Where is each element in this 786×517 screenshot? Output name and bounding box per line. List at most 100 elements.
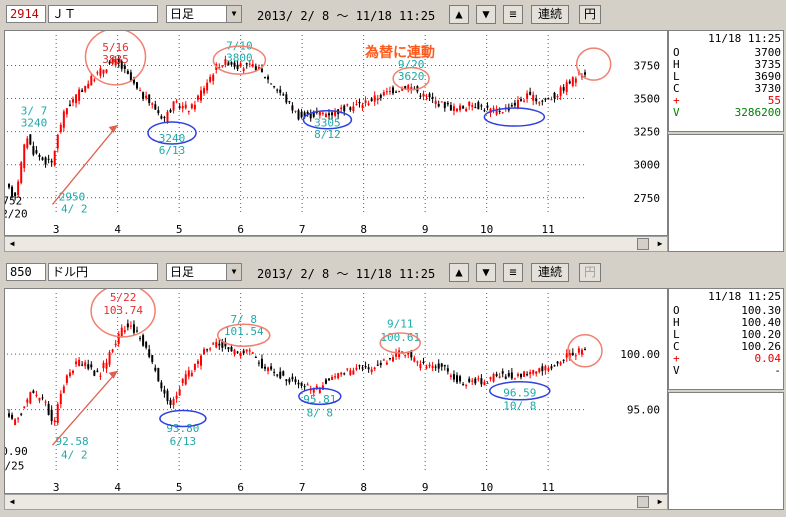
candle-body	[392, 87, 394, 94]
candle-body	[474, 378, 477, 384]
candle-body	[96, 370, 99, 372]
candle-body	[196, 360, 199, 364]
menu-button[interactable]: ≡	[503, 5, 523, 24]
candle-body	[495, 373, 498, 376]
candle-body	[291, 105, 294, 111]
scrollbar-thumb[interactable]	[637, 238, 649, 250]
scroll-right-icon[interactable]: ▶	[657, 497, 663, 506]
scroll-up-button[interactable]: ▲	[449, 5, 469, 24]
symbol-name-field[interactable]: ＪＴ	[48, 5, 158, 23]
toolbar: 2914 ＪＴ 日足 ▼ 2013/ 2/ 8 ～ 11/18 11:25 ▲ …	[0, 0, 786, 28]
symbol-name-field[interactable]: ドル円	[48, 263, 158, 281]
candle-body	[492, 374, 495, 382]
x-tick-label: 11	[542, 481, 555, 493]
highlight-ellipse-blue	[147, 121, 197, 145]
chart-area[interactable]: 2750 3000 3250 3500 3750 3 4 5 6 7 8 9 10 11 27522/20 2…	[0, 28, 668, 236]
scroll-left-icon[interactable]: ◀	[9, 239, 15, 248]
candle-body	[157, 110, 160, 114]
scroll-right-icon[interactable]: ▶	[657, 239, 663, 248]
candle-body	[294, 110, 297, 112]
ohlc-row: V-	[673, 364, 781, 377]
menu-button[interactable]: ≡	[503, 263, 523, 282]
ohlc-datetime: 11/18 11:25	[708, 290, 781, 303]
price-annotation: 6/13	[159, 144, 186, 157]
horizontal-scrollbar[interactable]: ◀ ▶	[4, 494, 668, 510]
candle-body	[388, 358, 391, 360]
candle-body	[574, 78, 577, 83]
candle-body	[328, 378, 330, 381]
candle-body	[175, 101, 178, 103]
candle-body	[382, 359, 385, 361]
candle-body	[120, 61, 123, 69]
candle-body	[23, 144, 26, 169]
scroll-down-button[interactable]: ▼	[476, 5, 496, 24]
candle-body	[270, 83, 273, 85]
candle-body	[257, 362, 260, 364]
candle-body	[120, 327, 123, 337]
candle-body	[291, 376, 294, 380]
candle-body	[303, 386, 306, 388]
candle-body	[93, 79, 96, 81]
candle-body	[544, 98, 547, 100]
candle-body	[553, 365, 556, 367]
candle-body	[102, 362, 105, 369]
candle-body	[181, 378, 184, 384]
candle-body	[154, 104, 157, 110]
candle-body	[526, 93, 529, 99]
candle-body	[516, 100, 519, 108]
ohlc-row: L 100.20	[673, 328, 781, 341]
chevron-down-icon[interactable]: ▼	[226, 264, 241, 280]
candle-body	[47, 403, 50, 415]
candlestick-chart-usdjpy: 95.00 100.00 3 4 5 6 7 8 9 10 11 90.90 2/25 92.584/ 2…	[0, 284, 660, 494]
candle-body	[285, 94, 288, 103]
candle-body	[276, 89, 279, 91]
candle-body	[248, 350, 251, 352]
x-tick-label: 4	[114, 223, 121, 235]
symbol-code-field[interactable]: 2914	[6, 5, 46, 23]
yen-button[interactable]: 円	[579, 263, 601, 282]
continuous-button[interactable]: 連続	[531, 263, 569, 282]
yen-button[interactable]: 円	[579, 5, 601, 24]
highlight-ellipse-blue	[483, 107, 546, 127]
period-label: 日足	[170, 265, 195, 279]
candle-body	[227, 62, 230, 66]
candle-body	[501, 112, 504, 114]
candle-body	[504, 376, 507, 379]
scrollbar-thumb[interactable]	[637, 496, 649, 508]
candle-body	[550, 366, 553, 369]
candle-body	[410, 87, 413, 90]
chevron-down-icon[interactable]: ▼	[226, 6, 241, 22]
candle-body	[468, 378, 471, 382]
scroll-up-button[interactable]: ▲	[449, 263, 469, 282]
x-tick-label: 7	[299, 223, 306, 235]
period-select[interactable]: 日足 ▼	[166, 5, 242, 23]
candle-body	[11, 414, 14, 419]
candle-body	[376, 98, 379, 101]
candle-body	[584, 72, 586, 75]
horizontal-scrollbar[interactable]: ◀ ▶	[4, 236, 668, 252]
price-annotation: 6/13	[170, 435, 197, 448]
candle-body	[364, 100, 367, 103]
highlight-ellipse-red	[212, 45, 267, 75]
candle-body	[53, 151, 56, 166]
candle-body	[178, 389, 181, 396]
x-tick-label: 5	[176, 481, 183, 493]
candle-body	[142, 92, 145, 99]
highlight-ellipse-blue	[159, 409, 207, 428]
scroll-down-button[interactable]: ▼	[476, 263, 496, 282]
candle-body	[309, 113, 312, 119]
period-select[interactable]: 日足 ▼	[166, 263, 242, 281]
candle-body	[404, 354, 407, 356]
continuous-button[interactable]: 連続	[531, 5, 569, 24]
candle-body	[154, 367, 157, 371]
candle-body	[462, 384, 465, 386]
scroll-left-icon[interactable]: ◀	[9, 497, 15, 506]
candle-body	[44, 157, 47, 165]
symbol-code-field[interactable]: 850	[6, 263, 46, 281]
price-annotation: 95.81	[303, 393, 336, 406]
candle-body	[507, 372, 510, 377]
candle-body	[178, 106, 181, 108]
candle-body	[242, 68, 245, 71]
candle-body	[318, 111, 321, 116]
chart-area[interactable]: 95.00 100.00 3 4 5 6 7 8 9 10 11 90.90 2/25 92.584/ 2…	[0, 284, 668, 494]
